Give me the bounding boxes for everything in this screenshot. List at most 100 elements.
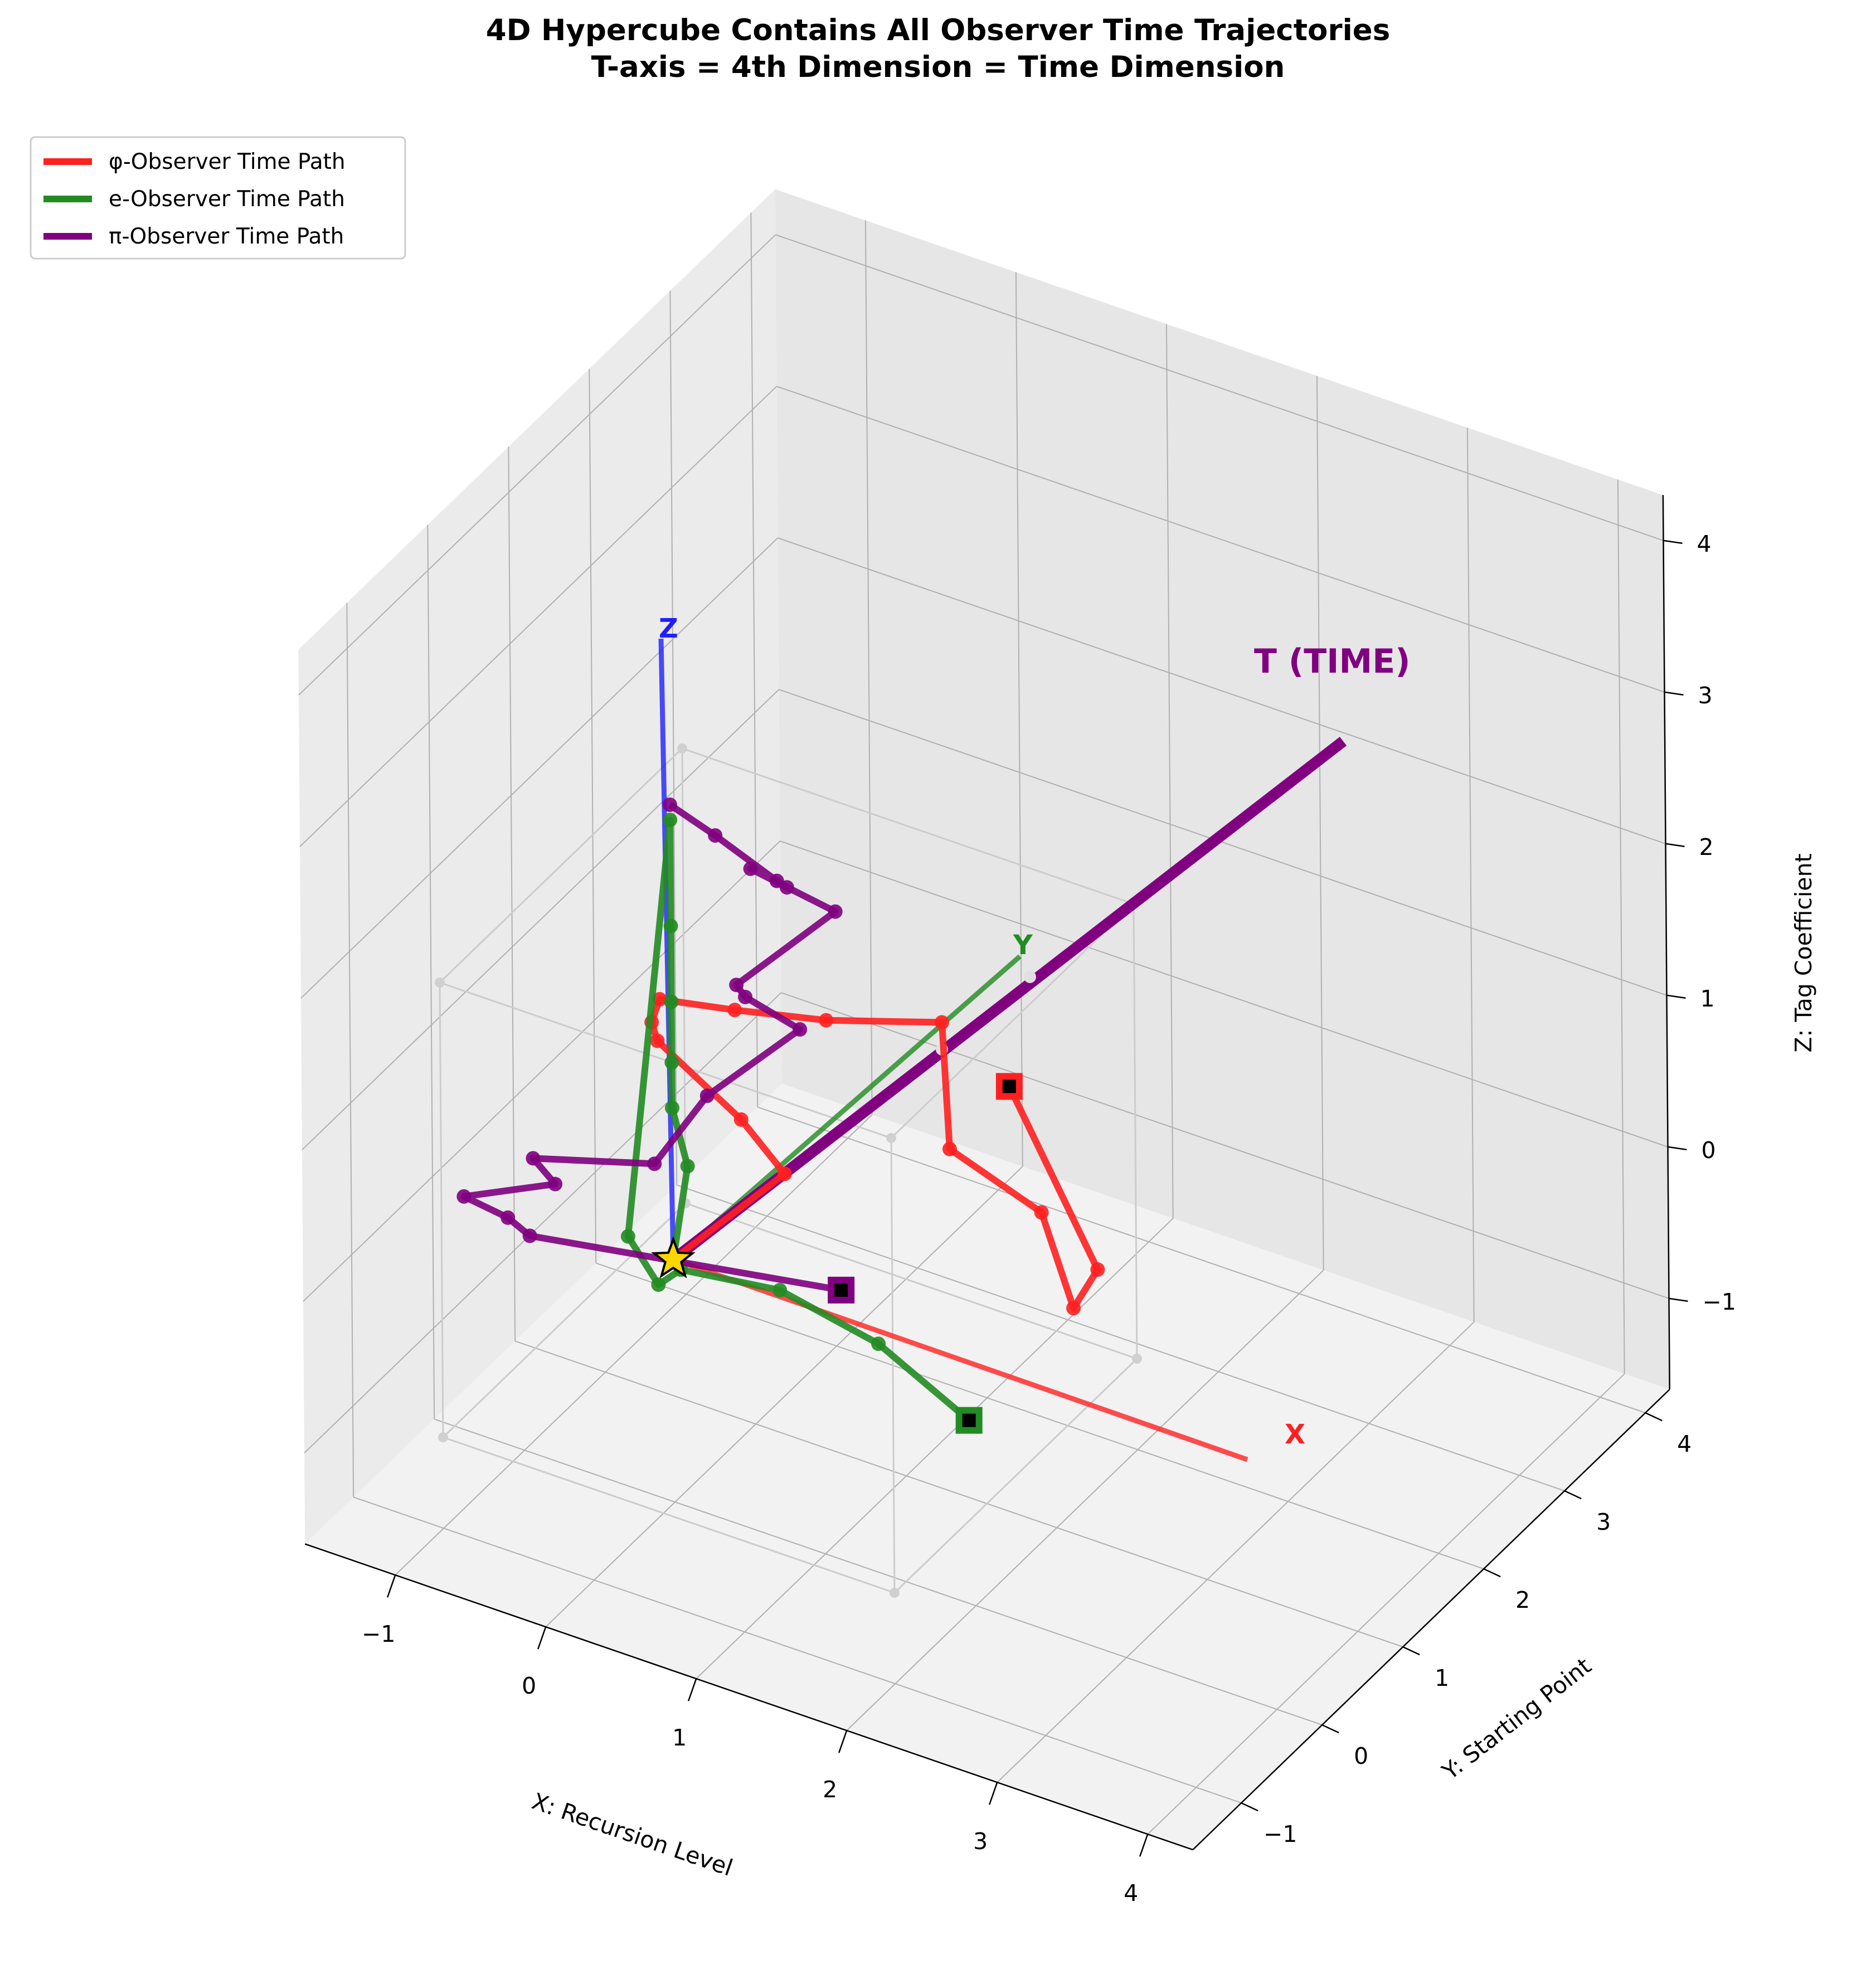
series-point	[708, 828, 723, 843]
pane-floor	[305, 1083, 1670, 1850]
x-tick-mark	[387, 1574, 396, 1598]
y-axis-label: Y: Starting Point	[1437, 1652, 1596, 1785]
series-point	[772, 1283, 788, 1297]
series-point	[664, 994, 679, 1009]
y-tick-label: 4	[1677, 1431, 1692, 1457]
series-point	[665, 1101, 679, 1115]
z-tick-mark	[1669, 1297, 1688, 1302]
series-end-marker-core	[962, 1413, 976, 1427]
grid-line	[750, 212, 759, 1107]
series-point	[522, 1228, 537, 1243]
z-axis-line	[1662, 495, 1670, 1390]
hypercube-edge	[442, 1202, 687, 1438]
y-axis-line	[1192, 1389, 1670, 1850]
series-point	[738, 989, 753, 1004]
grid-line	[1466, 427, 1475, 1322]
hypercube-vertex	[890, 1588, 900, 1598]
grid-line	[298, 234, 776, 696]
grid-line	[696, 1218, 1174, 1679]
y-tick-mark	[1402, 1646, 1420, 1656]
series-point	[729, 978, 744, 993]
hypercube-vertex	[1132, 1354, 1142, 1364]
grid-line	[775, 234, 1664, 541]
hypercube-edge	[682, 747, 1134, 905]
z-tick-mark	[1665, 843, 1685, 848]
grid-line	[1165, 324, 1174, 1219]
grid-line	[353, 1496, 1242, 1804]
hypercube-vertex	[886, 1133, 896, 1143]
series-point	[663, 798, 677, 812]
x-tick-mark	[537, 1626, 547, 1650]
y-tick-mark	[1321, 1724, 1339, 1734]
y-tick-mark	[1645, 1412, 1663, 1422]
grid-line	[1617, 479, 1625, 1374]
y-tick-mark	[1483, 1568, 1501, 1578]
grid-line	[780, 840, 1668, 1147]
grid-line	[781, 992, 1669, 1299]
series-point	[680, 1159, 695, 1174]
z-axis-tag: Z	[659, 613, 678, 644]
x-tick-label: 3	[973, 1828, 988, 1855]
series-point	[526, 1151, 541, 1166]
grid-line	[864, 220, 873, 1115]
legend-label-pi: π-Observer Time Path	[109, 224, 344, 249]
x-tick-mark	[688, 1678, 697, 1701]
grid-line	[300, 537, 779, 999]
legend-box	[30, 136, 406, 260]
y-tick-mark	[1241, 1802, 1258, 1812]
grid-line	[545, 1166, 1023, 1627]
series-point	[1066, 1301, 1081, 1316]
grid-line	[669, 290, 678, 1185]
series-point	[651, 1277, 666, 1292]
origin-star-marker	[651, 1236, 696, 1278]
y-axis-tag: Y	[1013, 930, 1033, 961]
hypercube-edge	[685, 1202, 1138, 1360]
x-axis-label: X: Recursion Level	[528, 1788, 736, 1881]
legend-label-e: e-Observer Time Path	[109, 187, 345, 212]
z-tick-label: 1	[1700, 985, 1715, 1012]
z-tick-mark	[1663, 539, 1683, 544]
grid-line	[303, 840, 781, 1302]
grid-line	[434, 1418, 1323, 1726]
y-tick-mark	[1564, 1490, 1582, 1500]
grid-line	[346, 602, 354, 1497]
pane-left	[298, 189, 782, 1544]
gridlines	[298, 212, 1669, 1835]
series-end-marker-core	[834, 1283, 848, 1297]
z-tick-label: 0	[1702, 1137, 1716, 1164]
y-tick-label: 2	[1515, 1587, 1530, 1613]
series-point	[663, 918, 678, 933]
hypercube-edge	[893, 1358, 1138, 1594]
grid-line	[395, 1114, 873, 1575]
x-tick-label: 2	[823, 1776, 837, 1803]
grid-line	[997, 1321, 1475, 1783]
series-point	[500, 1210, 516, 1225]
z-tick-label: 2	[1699, 834, 1714, 860]
z-axis-label: Z: Tag Coefficient	[1790, 853, 1817, 1052]
series-point	[620, 1229, 635, 1244]
grid-line	[589, 368, 597, 1263]
series-point	[828, 904, 843, 919]
grid-line	[777, 537, 1666, 844]
grid-line	[846, 1270, 1324, 1731]
x-axis-tag: X	[1285, 1419, 1305, 1450]
grid-line	[299, 386, 777, 847]
hypercube-edge	[443, 1436, 895, 1594]
series-point	[779, 880, 794, 895]
x-tick-label: 1	[672, 1724, 687, 1751]
series-point	[456, 1189, 472, 1204]
series-point	[733, 1112, 749, 1127]
series-point	[793, 1022, 808, 1037]
series-point	[1090, 1262, 1105, 1277]
z-tick-mark	[1668, 1146, 1687, 1151]
series-point	[777, 1166, 792, 1181]
y-tick-label: −1	[1263, 1821, 1297, 1847]
series-point	[942, 1141, 957, 1156]
grid-line	[427, 524, 435, 1419]
series-point	[871, 1336, 886, 1351]
t-axis-marker	[1024, 971, 1036, 983]
series-end-marker-core	[1002, 1079, 1016, 1093]
z-tick-label: 3	[1698, 682, 1713, 709]
hypercube-edge	[890, 1137, 896, 1593]
